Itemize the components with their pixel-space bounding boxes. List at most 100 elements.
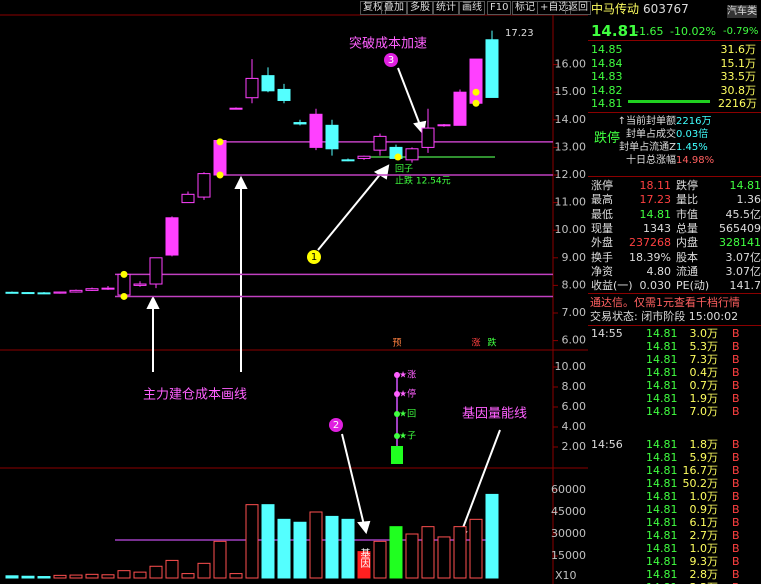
signal-label: ★涨 [399, 370, 416, 381]
trade-price: 14.81 [646, 568, 678, 581]
stat-label: PE(动) [676, 279, 710, 293]
signal-dot [394, 433, 400, 439]
trade-side: B [732, 340, 740, 353]
volume-bar [485, 493, 499, 579]
trade-volume: 1.0万 [689, 490, 719, 503]
ad: 通达信。仅需1元查看千档行情 [590, 296, 740, 309]
stat-value: 1.36 [736, 193, 761, 207]
volume-bar [389, 526, 403, 579]
stock-code: 603767 [643, 2, 689, 16]
status: 交易状态: 闭市阶段 15:00:02 [590, 310, 739, 323]
indicator-tick-label: 2.00 [562, 440, 587, 453]
toolbar-button[interactable]: 画线 [459, 1, 485, 15]
trade-side: B [732, 490, 740, 503]
marker-circle [307, 250, 321, 264]
toolbar-button[interactable]: 标记 [512, 1, 538, 15]
trade-side: B [732, 392, 740, 405]
trade-volume: 5.9万 [689, 451, 719, 464]
volume-bar [5, 575, 19, 579]
toolbar-button[interactable]: 统计 [433, 1, 459, 15]
signal-dot [216, 138, 224, 146]
annotation: 回子 [395, 164, 413, 175]
signal-dot [472, 99, 480, 107]
price-tick-label: 7.00 [562, 306, 587, 319]
candle-body [341, 159, 355, 162]
toolbar-button[interactable]: 复权 [360, 1, 386, 15]
volume-bar [341, 518, 355, 579]
volume-bar [325, 515, 339, 579]
volume-bar [357, 551, 371, 579]
candle-body [469, 58, 483, 104]
price-tick-label: 9.00 [562, 251, 587, 264]
candle-body [245, 77, 259, 99]
signal-dot [394, 153, 402, 161]
stat-value: 3.07亿 [725, 264, 761, 278]
candle-body [357, 155, 371, 159]
stat-label: 收益(一) [591, 279, 633, 293]
stat-value: 14.81 [639, 207, 672, 221]
trade-side: B [732, 555, 740, 568]
stat-value: 328141 [719, 236, 761, 250]
high-label: 17.23 [505, 28, 534, 39]
candle-body [373, 135, 387, 151]
quote-panel: 中马传动 603767 汽车类 14.81 -1.65 -10.02% -0.79% 14.8… [588, 0, 761, 584]
toolbar-button[interactable]: 叠加 [381, 1, 407, 15]
limit-value: 14.98% [676, 155, 715, 166]
kline-chart: 16.0015.0014.0013.0012.0011.0010.009.008… [0, 14, 588, 584]
trade-volume: 1.8万 [689, 438, 719, 451]
candle-body [261, 75, 275, 92]
stat-label: 股本 [676, 250, 698, 264]
signal-label: ★子 [399, 431, 416, 442]
indicator-tick-label: 8.00 [562, 380, 587, 393]
limit-value: 0.03倍 [676, 129, 709, 140]
toolbar-button[interactable]: F10 [487, 1, 512, 15]
limit-label: ↑当前封单额 [617, 116, 676, 127]
annotation: 1 [311, 252, 317, 263]
price-tick-label: 16.00 [555, 58, 587, 71]
limit-value: 1.45% [676, 142, 708, 153]
volume-bar [469, 518, 483, 579]
volume-bar [85, 573, 99, 579]
volume-tick-label: 60000 [551, 483, 586, 496]
candle-body [5, 291, 19, 294]
stat-value: 565409 [719, 221, 761, 235]
stock-name: 中马传动 [591, 2, 640, 16]
annotation: 突破成本加速 [349, 36, 427, 52]
sector-pct: -0.79% [723, 26, 759, 37]
stat-label: 总量 [676, 221, 698, 235]
indicator-tick-label: 4.00 [562, 420, 587, 433]
trade-price: 14.81 [646, 581, 678, 584]
trade-price: 14.81 [646, 503, 678, 516]
limit-label: 十日总涨幅 [626, 155, 676, 166]
trade-price: 14.81 [646, 555, 678, 568]
volume-bar [277, 518, 291, 579]
trade-volume: 6.1万 [689, 516, 719, 529]
candle-body [21, 292, 35, 295]
volume-bar [373, 540, 387, 579]
volume-bar [53, 574, 67, 579]
candle-body [229, 107, 243, 110]
price: 14.81 [591, 22, 639, 40]
toolbar-button[interactable]: 返回 [565, 1, 591, 15]
trade-volume: 0.9万 [689, 503, 719, 516]
trade-price: 14.81 [646, 327, 678, 340]
book-volume: 15.1万 [720, 56, 757, 70]
price-tick-label: 14.00 [555, 113, 587, 126]
trade-price: 14.81 [646, 405, 678, 418]
toolbar-button[interactable]: 多股 [407, 1, 433, 15]
indicator-tick-label: 10.00 [555, 360, 587, 373]
trade-time: 14:56 [591, 438, 623, 451]
gene-signal-bar [391, 446, 403, 464]
signal-dot [120, 292, 128, 300]
trade-side: B [732, 581, 740, 584]
stat-value: 18.39% [629, 250, 671, 264]
toolbar-button[interactable]: +自选 [537, 1, 572, 15]
trade-price: 14.81 [646, 477, 678, 490]
price-tick-label: 13.00 [555, 140, 587, 153]
stat-value: 0.030 [639, 279, 672, 293]
candle-body [309, 113, 323, 148]
trade-side: B [732, 451, 740, 464]
price-tick-label: 8.00 [562, 278, 587, 291]
trade-side: B [732, 438, 740, 451]
book-price: 14.83 [591, 70, 623, 83]
